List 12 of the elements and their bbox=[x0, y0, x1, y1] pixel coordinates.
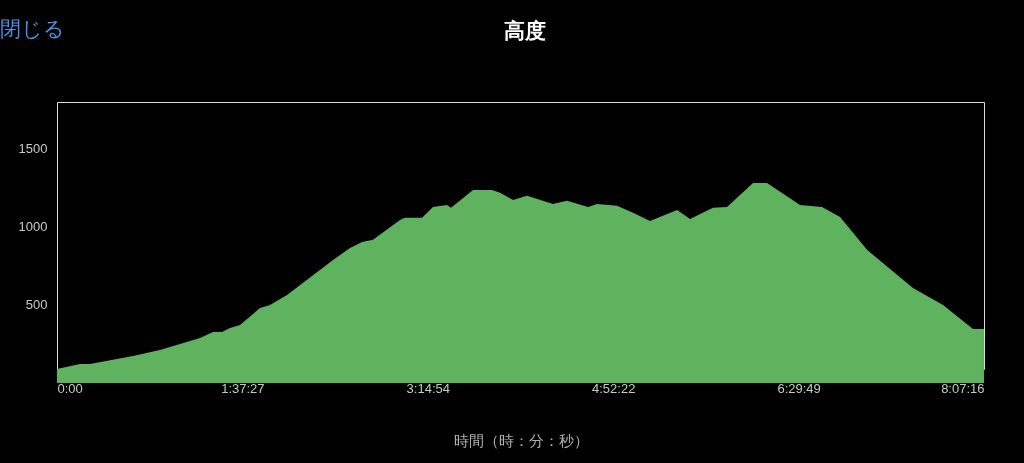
x-axis-title: 時間（時：分：秒） bbox=[453, 431, 589, 449]
x-tick-label: 1:37:27 bbox=[221, 380, 265, 396]
x-tick-label: 0:00 bbox=[57, 380, 83, 396]
x-tick-label: 8:07:16 bbox=[941, 380, 985, 396]
x-tick-label: 6:29:49 bbox=[777, 380, 821, 396]
y-tick-label: 1500 bbox=[18, 141, 48, 157]
x-tick-label: 4:52:22 bbox=[592, 380, 636, 396]
chart-title: 高度 bbox=[503, 19, 546, 42]
text: 閉じる bbox=[0, 17, 65, 40]
y-tick-label: 1000 bbox=[18, 219, 48, 235]
x-tick-label: 3:14:54 bbox=[406, 380, 450, 396]
y-tick-label: 500 bbox=[25, 297, 48, 313]
